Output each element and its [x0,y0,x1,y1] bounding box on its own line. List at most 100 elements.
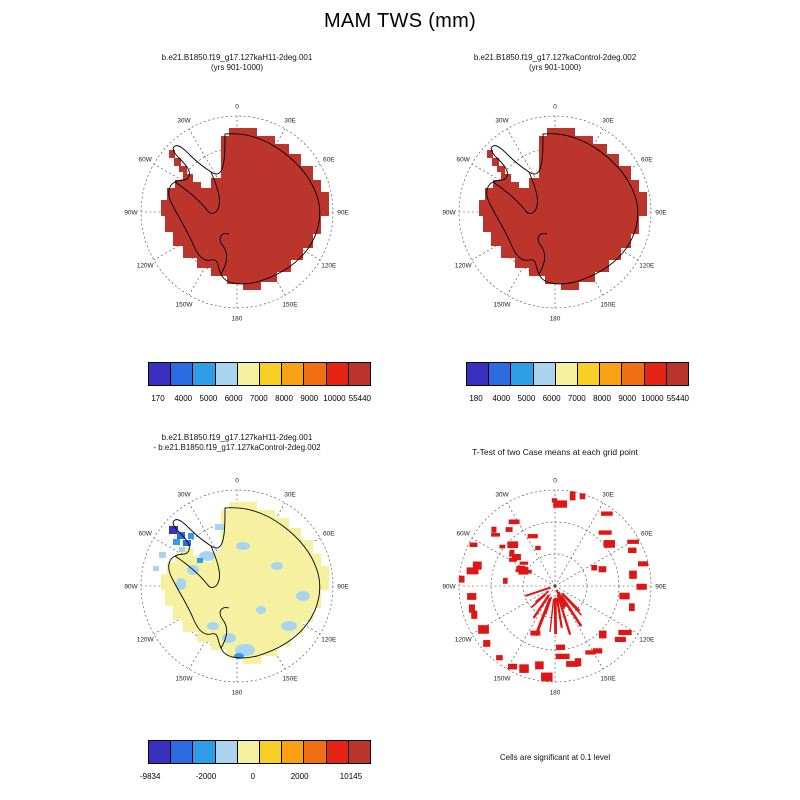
polar-map-ttest: 0 30E 60E 90E 120E 150E 180 150W 120W 90W 60W 30W [442,478,667,697]
map-shape [188,533,194,539]
ttest-cell [553,500,568,508]
compass-label: 120W [455,637,473,644]
map-shape [235,644,255,656]
ttest-cell [469,542,478,547]
ttest-cell [523,569,532,574]
compass-label: 120E [639,637,655,644]
ttest-cell [509,557,517,562]
colorbar-tick-label: 8000 [593,394,611,403]
ttest-cell [508,663,518,670]
panel-title-line2: - b.e21.B1850.f19_g17.127kaControl-2deg.… [153,442,321,452]
map-shape [236,542,250,550]
compass-label: 120E [321,637,337,644]
ttest-cell [519,664,529,673]
map-shape [222,633,236,643]
colorbar-tick-label: 5000 [517,394,536,403]
ttest-cell [472,561,482,570]
map-panel-top-left: 0 30E 60E 90E 120E 150E 180 150W 120W 90W 60W 30W [112,100,362,332]
polar-map-case1: 0 30E 60E 90E 120E 150E 180 150W 120W 90W 60W 30W [124,104,349,323]
ttest-cell [491,533,501,537]
map-shape [173,539,180,545]
colorbar-labels: 170 4000 5000 6000 7000 8000 9000 10000 55440 [148,394,371,406]
ttest-cell [471,610,478,619]
compass-label: 120W [137,637,155,644]
ttest-cell [569,491,576,501]
ttest-cell [496,655,503,661]
compass-label: 90W [442,210,456,217]
colorbar-cell [282,741,305,763]
compass-label: 30E [602,492,614,499]
compass-label: 120W [455,263,473,270]
ttest-cell [505,527,513,532]
ttest-cell [519,561,529,565]
compass-label: 150W [494,675,512,682]
compass-label: 30E [284,492,296,499]
colorbar-difference: -9834 -2000 0 2000 10145 [140,740,371,784]
colorbar-cell [171,363,194,385]
compass-label: 180 [550,316,561,323]
map-panel-bottom-left: 0 30E 60E 90E 120E 150E 180 150W 120W 90W 60W 30W [112,474,362,706]
colorbar-cell [326,363,349,385]
longitude-line [554,537,639,587]
colorbar-tick-label: 7000 [567,394,586,403]
compass-labels: 0 30E 60E 90E 120E 150E 180 150W 120W 90W 60W 30W [124,478,349,697]
ttest-streak [549,599,555,633]
colorbar-cell [171,741,194,763]
colorbar-cells [148,740,371,764]
ttest-cell [627,539,639,544]
compass-label: 90W [124,210,138,217]
compass-label: 90E [655,210,667,217]
compass-label: 0 [235,478,239,485]
colorbar-cell [215,741,238,763]
ttest-streak [560,594,583,627]
ttest-cell [535,661,544,670]
map-shape [207,622,219,630]
compass-label: 150W [494,301,512,308]
colorbar-tick-label: 8000 [275,394,293,403]
colorbar-cell [193,363,216,385]
ttest-cell [468,604,475,613]
ttest-cell [491,526,497,533]
panel-title-line1: b.e21.B1850.f19_g17.127kaH11-2deg.001 [161,433,313,442]
compass-label: 0 [553,478,557,485]
colorbar-tick-label: 6000 [542,394,561,403]
compass-label: 90W [124,584,138,591]
compass-label: 30W [177,118,191,125]
map-shape [256,606,266,614]
map-shape [177,532,185,539]
panel-title-line2: (yrs 901-1000) [528,62,582,72]
polar-graticule [458,489,652,683]
map-panel-bottom-right: 0 30E 60E 90E 120E 150E 180 150W 120W 90W 60W 30W [430,474,680,706]
panel-title-bottom-left: b.e21.B1850.f19_g17.127kaH11-2deg.001 - … [87,433,387,452]
map-shape [179,547,185,552]
ttest-cell [637,561,648,567]
colorbar-tick-label: 6000 [224,394,243,403]
colorbar-tick-label: 170 [151,394,165,403]
ttest-cell [541,672,553,682]
colorbar-tick-label: -9834 [139,772,161,781]
colorbar-tick-label: 10145 [339,772,363,781]
colorbar-cell [260,741,283,763]
map-shape [153,566,159,571]
compass-label: 60E [641,157,653,164]
compass-label: 30W [177,492,191,499]
colorbar-tick-label: 10000 [323,394,346,403]
ttest-cell [507,541,519,549]
ttest-cell [601,511,613,516]
colorbar-cell [348,363,371,385]
compass-labels: 0 30E 60E 90E 120E 150E 180 150W 120W 90W 60W 30W [124,104,349,323]
compass-label: 90E [655,584,667,591]
colorbar-cells [466,362,689,386]
antarctica-fill [161,128,329,290]
compass-label: 60W [139,157,153,164]
map-shape [159,552,166,558]
colorbar-cell [237,363,261,385]
panel-title-top-left: b.e21.B1850.f19_g17.127kaH11-2deg.001 (y… [87,53,387,72]
ttest-cell [629,603,635,612]
colorbar-tick-label: 7000 [249,394,268,403]
colorbar-cell [348,741,371,763]
map-panel-top-right: 0 30E 60E 90E 120E 150E 180 150W 120W 90W 60W 30W [430,100,680,332]
ttest-cell [556,644,566,650]
ttest-cell [466,567,479,575]
